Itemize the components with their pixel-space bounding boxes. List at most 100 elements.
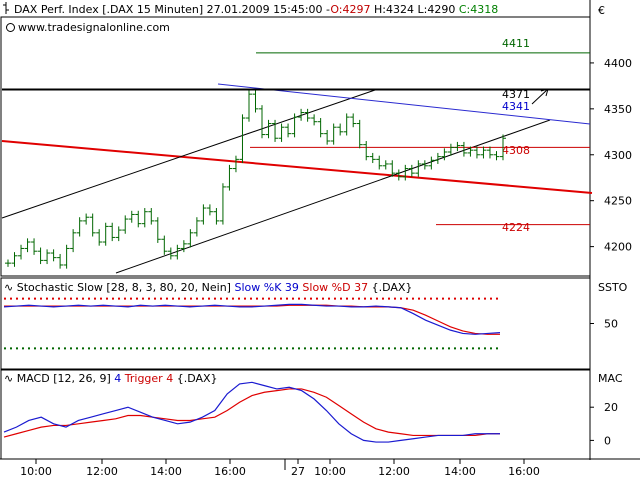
time-tick-label: 27 — [291, 465, 305, 478]
price-bar — [37, 247, 44, 265]
price-bar — [31, 238, 38, 255]
price-bar — [213, 208, 220, 225]
price-bar — [330, 123, 337, 145]
price-bar — [304, 108, 311, 122]
price-bar — [350, 113, 357, 128]
macd-tick-label: 0 — [604, 434, 611, 447]
price-bar — [57, 253, 64, 269]
price-bar — [154, 217, 161, 243]
lower-channel-line — [115, 119, 551, 274]
low-label: L:4290 — [417, 3, 456, 16]
macd-tick-label: 20 — [604, 401, 618, 414]
price-bar — [89, 213, 96, 237]
stoch-series-k — [3, 303, 501, 335]
macd-wave-icon: ∿ — [4, 372, 14, 385]
price-bar — [447, 143, 454, 156]
price-bar — [402, 164, 409, 181]
price-bar — [311, 114, 318, 126]
time-tick-label: 12:00 — [378, 465, 410, 478]
time-tick-label: 14:00 — [444, 465, 476, 478]
price-bar — [18, 244, 25, 260]
upper-channel-line — [1, 88, 379, 219]
price-bar — [226, 164, 233, 191]
price-tick-label: 4400 — [604, 57, 632, 70]
level-label-4308: 4308 — [502, 144, 530, 157]
macd-series-macd — [3, 381, 500, 443]
price-bar — [389, 160, 396, 177]
price-bar — [291, 113, 298, 138]
price-bar — [460, 141, 467, 157]
price-bar — [11, 252, 18, 267]
price-bar — [167, 247, 174, 260]
price-bar — [76, 217, 83, 237]
price-bar — [376, 155, 383, 170]
price-bar — [122, 215, 129, 234]
price-bar — [337, 123, 344, 136]
price-bar — [415, 160, 422, 177]
price-tick-label: 4250 — [604, 195, 632, 208]
price-bar — [252, 90, 259, 113]
price-bar — [259, 105, 266, 139]
price-bar — [232, 155, 239, 173]
symbol-label: DAX Perf. Index [.DAX 15 Minuten] — [14, 3, 204, 16]
stoch-corner-label: SSTO — [598, 281, 628, 294]
price-tick-label: 4300 — [604, 149, 632, 162]
price-bar — [102, 222, 109, 246]
price-bar — [115, 226, 122, 242]
price-bar — [174, 244, 181, 260]
price-bar — [434, 152, 441, 164]
macd-title: MACD [12, 26, 9] — [16, 372, 111, 385]
time-tick-label: 16:00 — [508, 465, 540, 478]
macd-legend: ∿ MACD [12, 26, 9] 4 Trigger 4 {.DAX} — [4, 372, 218, 385]
price-bar — [180, 240, 187, 253]
price-bar — [382, 160, 389, 170]
price-bar — [96, 229, 103, 246]
price-bar — [50, 249, 57, 262]
price-bar — [473, 146, 480, 159]
close-label: C:4318 — [458, 3, 499, 16]
price-bar — [428, 156, 435, 170]
open-label: O:4297 — [330, 3, 371, 16]
level-label-4411: 4411 — [502, 37, 530, 50]
macd-value-label: 4 — [114, 372, 122, 385]
price-bar — [395, 169, 402, 181]
macd-corner-label: MAC — [598, 372, 623, 385]
price-bar — [363, 140, 370, 161]
price-bar — [200, 204, 207, 225]
price-bar — [493, 151, 500, 161]
macd-trigger-label: Trigger 4 — [124, 372, 174, 385]
price-bar — [83, 213, 90, 225]
chart-header: DAX Perf. Index [.DAX 15 Minuten] 27.01.… — [14, 3, 499, 16]
datetime-label: 27.01.2009 15:45:00 — [206, 3, 323, 16]
price-bar — [421, 160, 428, 170]
time-tick-label: 10:00 — [20, 465, 52, 478]
price-bar — [135, 210, 142, 228]
price-bar — [454, 141, 461, 152]
price-bar — [193, 217, 200, 237]
chart-tool-icon[interactable] — [2, 2, 11, 14]
stochastic-legend: ∿ Stochastic Slow [28, 8, 3, 80, 20, Nei… — [4, 281, 412, 294]
price-bar — [278, 123, 285, 142]
blue-resistance-line — [217, 83, 591, 125]
price-bar — [128, 210, 135, 223]
price-bar — [480, 146, 487, 159]
stoch-k-label: Slow %K 39 — [234, 281, 299, 294]
price-bar — [298, 108, 305, 121]
macd-series-trigger — [3, 388, 500, 438]
time-tick-label: 16:00 — [214, 465, 246, 478]
price-bar — [24, 238, 31, 253]
macd-symbol: {.DAX} — [176, 372, 218, 385]
price-tick-label: 4200 — [604, 241, 632, 254]
price-bar — [148, 208, 155, 225]
source-url: www.tradesignalonline.com — [6, 21, 170, 34]
target-arrow-head — [540, 88, 549, 97]
price-bar — [467, 146, 474, 157]
price-bar — [187, 229, 194, 248]
level-label-4341: 4341 — [502, 100, 530, 113]
target-arrow-shaft — [531, 88, 549, 105]
time-tick-label: 12:00 — [86, 465, 118, 478]
price-bar — [63, 244, 70, 269]
price-bar — [408, 164, 415, 177]
stoch-title: Stochastic Slow [28, 8, 3, 80, 20, Nein] — [16, 281, 231, 294]
